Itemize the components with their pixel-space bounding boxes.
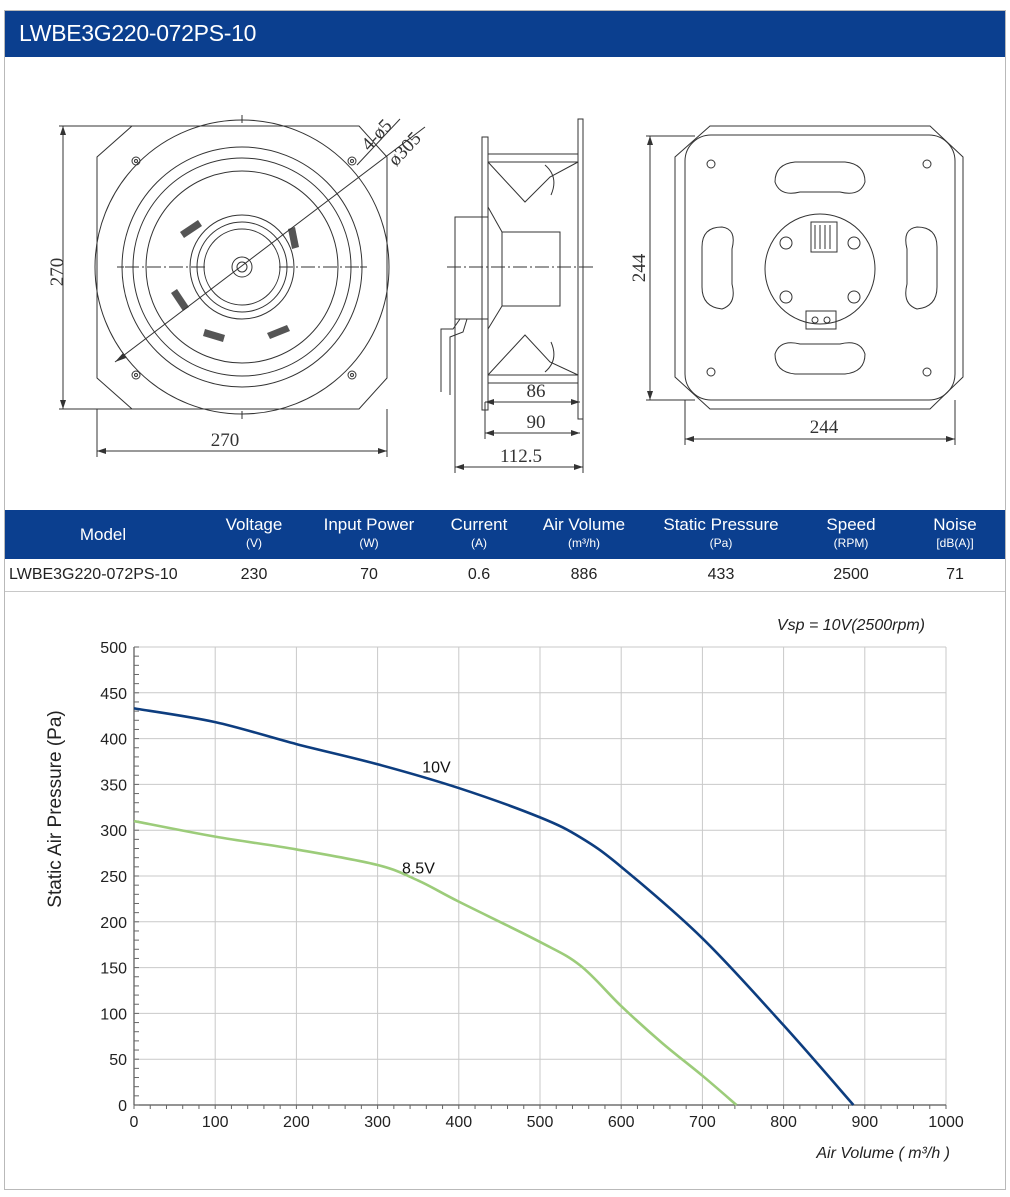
series-line-10V	[133, 707, 855, 1106]
y-tick-label: 50	[109, 1052, 127, 1069]
back-height-dim: 244	[629, 253, 650, 282]
y-tick-label: 300	[100, 823, 127, 840]
chart-minor-ticks	[133, 646, 947, 1109]
x-tick-label: 1000	[928, 1114, 964, 1131]
x-axis-label: Air Volume ( m³/h )	[815, 1145, 950, 1162]
front-width-dim: 270	[211, 430, 240, 451]
back-view-drawing	[646, 125, 964, 445]
cell-noise: 71	[946, 566, 964, 583]
chart-grid	[133, 646, 947, 1106]
x-tick-label: 700	[689, 1114, 716, 1131]
page-title: LWBE3G220-072PS-10	[19, 20, 257, 46]
y-axis-label: Static Air Pressure (Pa)	[45, 710, 66, 907]
col-noise: Noise [dB(A)]	[933, 515, 977, 550]
cell-current: 0.6	[467, 566, 491, 583]
col-voltage: Voltage (V)	[225, 515, 283, 550]
y-tick-label: 500	[100, 640, 127, 657]
cell-air-volume: 886	[570, 566, 598, 583]
x-tick-label: 200	[283, 1114, 310, 1131]
series-line-8-5V	[133, 819, 738, 1106]
chart-annotation: Vsp = 10V(2500rpm)	[777, 617, 925, 634]
x-tick-label: 300	[364, 1114, 391, 1131]
back-width-dim: 244	[810, 417, 839, 438]
series-label-8-5V: 8.5V	[402, 860, 435, 877]
title-bar: LWBE3G220-072PS-10	[5, 11, 1005, 57]
x-tick-label: 400	[445, 1114, 472, 1131]
col-air-volume: Air Volume (m³/h)	[542, 515, 626, 550]
side-dim-90: 90	[527, 412, 546, 433]
front-height-dim: 270	[47, 258, 68, 287]
x-tick-label: 800	[770, 1114, 797, 1131]
x-tick-label: 100	[202, 1114, 229, 1131]
y-tick-label: 350	[100, 777, 127, 794]
chart-tick-labels: 0 100 200 300 400 500 600 700 800 900 1000 0 50 100 15…	[100, 640, 964, 1131]
y-tick-label: 100	[100, 1006, 127, 1023]
col-speed: Speed (RPM)	[826, 515, 876, 550]
spec-table-row: LWBE3G220-072PS-10 230 70 0.6 886 433 25…	[5, 559, 1005, 589]
table-bottom-divider	[5, 591, 1005, 592]
x-tick-label: 900	[851, 1114, 878, 1131]
front-view-drawing	[59, 115, 426, 457]
cell-speed: 2500	[833, 566, 869, 583]
col-static-pressure: Static Pressure (Pa)	[663, 515, 779, 550]
side-dim-112: 112.5	[500, 446, 542, 467]
cell-voltage: 230	[240, 566, 268, 583]
y-tick-label: 200	[100, 915, 127, 932]
x-tick-label: 600	[608, 1114, 635, 1131]
spec-table-header: Model Voltage (V) Input Power (W) Current(…	[5, 510, 1005, 559]
col-input-power: Input Power (W)	[323, 515, 415, 550]
col-model: Model	[79, 525, 127, 544]
y-tick-label: 250	[100, 869, 127, 886]
series-label-10V: 10V	[422, 759, 451, 776]
x-tick-label: 500	[527, 1114, 554, 1131]
y-tick-label: 400	[100, 732, 127, 749]
side-dim-86: 86	[527, 381, 546, 402]
x-tick-label: 0	[130, 1114, 139, 1131]
dimension-drawings: 270 270 4-ø5 ø305 86 90 112.5 244 244	[47, 115, 964, 473]
cell-model: LWBE3G220-072PS-10	[9, 566, 178, 583]
datasheet-page: LWBE3G220-072PS-10	[4, 10, 1006, 1190]
cell-static-pressure: 433	[707, 566, 735, 583]
y-tick-label: 150	[100, 961, 127, 978]
col-current: Current (A)	[450, 515, 508, 550]
chart-series: 10V 8.5V	[133, 707, 855, 1106]
cell-input-power: 70	[360, 566, 378, 583]
y-tick-label: 450	[100, 686, 127, 703]
y-tick-label: 0	[118, 1098, 127, 1115]
side-view-drawing	[440, 118, 595, 473]
